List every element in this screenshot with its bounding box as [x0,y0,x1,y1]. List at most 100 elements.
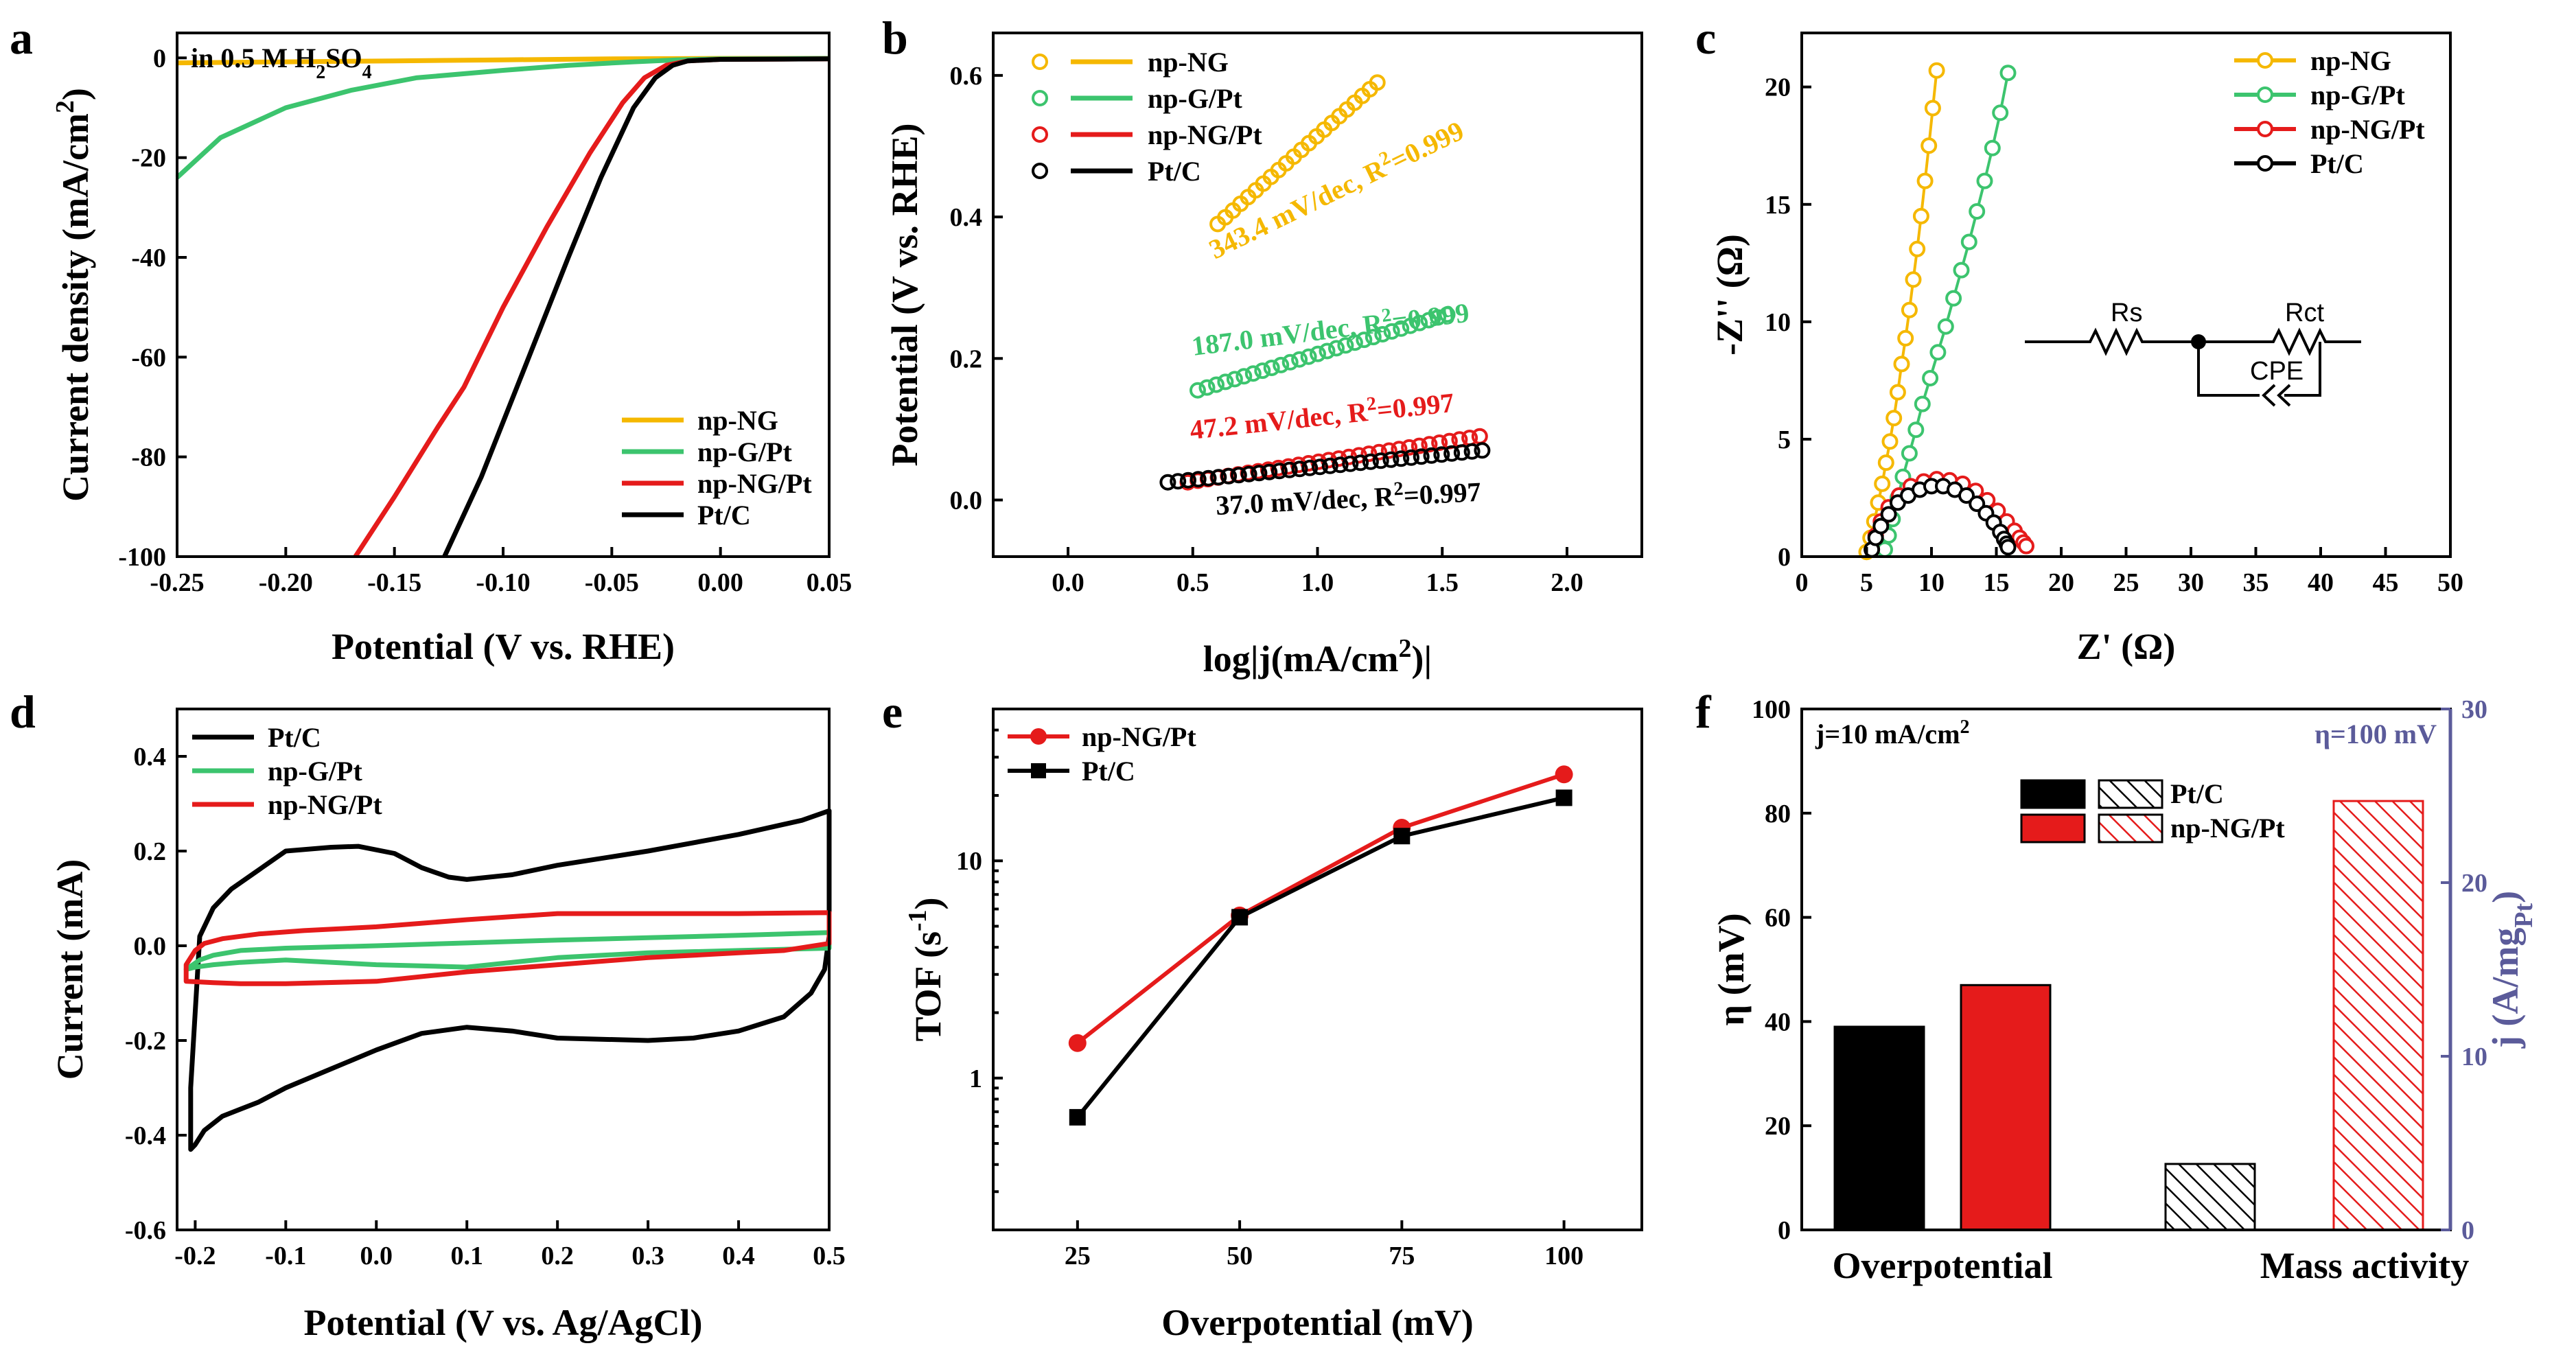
x-tick-label-a: -0.25 [150,568,204,597]
y-tick-label-f: 20 [1765,1112,1791,1141]
category-label-f: Mass activity [2260,1245,2469,1286]
x-tick-label-c: 30 [2178,568,2204,597]
data-point-e-PtC [1231,909,1249,926]
data-point-b-npGPt [1337,337,1354,354]
y-tick-label-a: -100 [118,543,166,572]
x-tick-label-c: 25 [2113,568,2139,597]
data-point-c-npNG [1897,329,1914,347]
panel-label-e: e [882,686,903,738]
legend-swatch-hatched-f [2098,779,2163,809]
series-line-e-npNGPt [1076,772,1565,1045]
data-point-b-PtC [1312,458,1328,476]
data-point-b-npGPt [1226,371,1243,388]
y-tick-label-c: 20 [1765,73,1791,102]
data-point-b-npNGPt [1380,442,1397,459]
y-tick-label-c: 0 [1778,543,1791,572]
y-tick-label-a: -60 [131,343,166,372]
y-tick-label-a: -20 [131,144,166,173]
legend-label-d: np-NG/Pt [268,789,382,820]
data-point-b-npGPt [1190,382,1206,399]
legend-marker-e [1030,728,1047,745]
data-point-c-npGPt [1937,318,1954,335]
y-tick-label-f: 0 [1778,1216,1791,1245]
legend-label-c: Pt/C [2310,148,2364,179]
x-tick-label-a: -0.20 [259,568,313,597]
y-tick-label-d: 0.0 [134,932,167,961]
x-axis-label-d: Potential (V vs. Ag/AgCl) [304,1302,703,1343]
data-point-b-PtC [1180,472,1196,489]
bar-overpotential-PtC [1833,1025,1925,1231]
data-point-c-npNG [1916,172,1934,189]
data-point-c-PtC [1958,487,1975,504]
y-tick-label-e: 10 [956,847,982,876]
series-line-a-PtC [442,56,830,558]
data-point-c-PtC [1880,506,1897,523]
x-axis-label-a: Potential (V vs. RHE) [332,626,675,667]
data-point-c-npNG [1893,356,1910,373]
data-point-b-PtC [1372,452,1389,469]
circuit-label-cpe: CPE [2250,357,2304,386]
data-point-b-PtC [1240,465,1257,482]
y-tick-label-b: 0.4 [950,203,983,232]
data-point-b-npGPt [1208,376,1225,393]
data-point-b-npNGPt [1360,445,1378,463]
data-point-b-npGPt [1244,365,1262,382]
y-tick-label-d: -0.6 [125,1216,166,1245]
chart-e: 25 50 75 100 1 10 Overpotential (mV) TOF (s-1) n… [903,708,1643,1343]
y-tick-label-b: 0.6 [950,62,983,91]
legend-label-e: np-NG/Pt [1082,721,1196,752]
data-point-e-npNGPt [1555,765,1573,784]
data-point-b-npGPt [1383,323,1400,340]
data-point-b-npGPt [1291,351,1308,368]
legend-label-b: np-G/Pt [1148,83,1242,114]
data-point-b-npGPt [1328,340,1345,357]
legend-marker-b [1032,54,1048,70]
y-tick-label-c: 5 [1778,426,1791,454]
y-tick-label-f: 80 [1765,800,1791,828]
x-tick-label-c: 15 [1984,568,2010,597]
legend-marker-b [1032,90,1048,106]
x-tick-label-b: 2.0 [1551,568,1583,597]
data-point-c-npGPt [1992,104,2009,121]
legend-label-f: np-NG/Pt [2170,813,2285,844]
data-point-c-npGPt [1945,290,1962,307]
data-point-c-npNG [1912,207,1929,224]
series-line-e-PtC [1076,795,1565,1119]
data-point-c-npNG [1874,475,1891,492]
data-point-c-npNG [1924,100,1941,117]
data-point-b-PtC [1352,454,1369,472]
data-point-b-npGPt [1319,342,1336,360]
data-point-b-PtC [1170,473,1187,490]
y-axis-label-e: TOF (s-1) [903,897,949,1041]
y-tick-label-e: 1 [969,1065,982,1093]
data-point-b-PtC [1230,467,1247,484]
data-point-b-PtC [1362,453,1379,470]
data-point-b-npGPt [1217,373,1234,391]
x-tick-label-d: 0.5 [813,1242,846,1270]
data-point-b-npNGPt [1401,439,1418,456]
x-axis-label-b: log|j(mA/cm2)| [1203,634,1432,679]
data-point-c-npGPt [1929,344,1947,361]
y-tick-label-b: 0.2 [950,345,983,373]
x-tick-label-a: -0.05 [585,568,639,597]
data-point-e-PtC [1393,828,1411,845]
y-tick-label-a: 0 [153,44,166,73]
legend-swatch-solid-f [2020,779,2086,809]
x-tick-label-b: 0.0 [1052,568,1084,597]
data-point-b-PtC [1281,461,1298,478]
data-point-c-npGPt [1999,65,2017,82]
data-point-b-npGPt [1310,345,1326,362]
x-tick-label-e: 100 [1544,1242,1583,1270]
data-point-c-npGPt [1914,395,1931,412]
data-point-b-npGPt [1263,360,1280,376]
legend-label-c: np-G/Pt [2310,80,2405,110]
plot-frame-d [176,708,831,1231]
legend-label-e: Pt/C [1082,756,1135,787]
legend-label-b: Pt/C [1148,156,1201,187]
data-point-c-npGPt [1907,421,1925,439]
panel-label-b: b [882,12,908,64]
capacitor-cpe [2197,342,2321,407]
